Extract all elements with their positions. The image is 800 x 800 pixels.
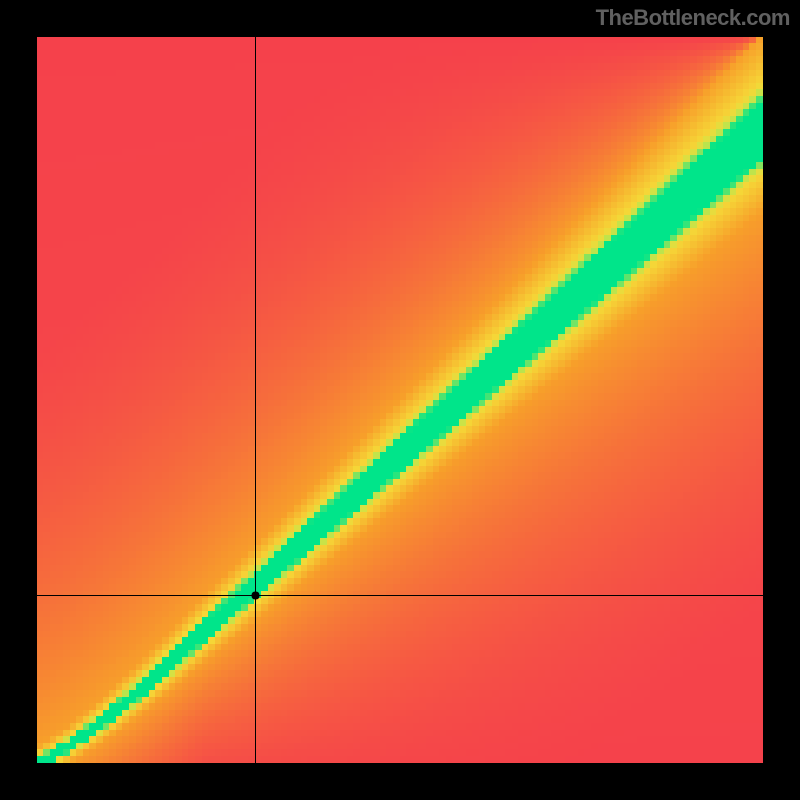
chart-container: TheBottleneck.com: [0, 0, 800, 800]
bottleneck-heatmap: [37, 37, 763, 763]
attribution-text: TheBottleneck.com: [596, 5, 790, 31]
plot-area: [37, 37, 763, 763]
